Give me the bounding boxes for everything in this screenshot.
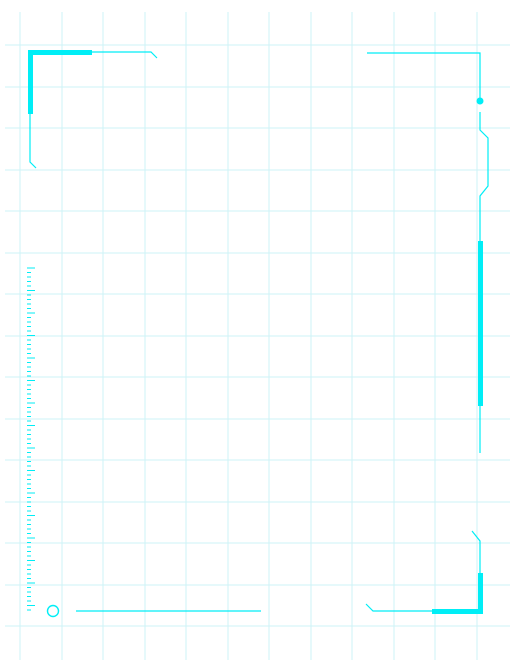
bottom-right-bracket-thick-vertical [478,573,483,614]
ring-marker-icon [46,604,60,618]
bottom-right-bracket-thin-horizontal [365,603,432,612]
top-left-bracket-thick-vertical [28,50,33,114]
top-left-bracket-thin-horizontal [92,51,158,59]
top-left-bracket-thick-horizontal [28,50,92,55]
bottom-right-bracket-thick-horizontal [432,609,483,614]
bottom-right-bracket-thin-vertical [471,530,481,573]
right-rail [478,112,489,453]
left-tick-ruler [27,267,35,611]
right-rail-thick-segment [478,241,483,406]
top-left-bracket-thin-vertical [29,114,37,169]
bottom-right-bracket [365,530,483,614]
right-rail-zigzag [479,112,489,242]
background-grid [5,12,510,660]
top-right-bracket-line [367,52,481,101]
top-right-bracket [367,52,484,105]
top-right-node-dot [476,97,484,105]
top-left-bracket [28,50,158,169]
